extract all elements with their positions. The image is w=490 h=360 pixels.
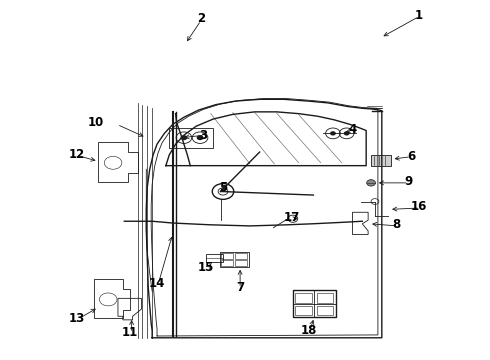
Text: 7: 7 (236, 281, 244, 294)
Bar (295, 306, 312, 315)
Text: 17: 17 (283, 211, 299, 224)
Text: 9: 9 (405, 175, 413, 188)
Bar (317, 306, 333, 315)
Bar (293, 290, 336, 317)
Circle shape (367, 180, 375, 186)
Bar (295, 293, 312, 303)
Bar (206, 254, 223, 262)
Text: 15: 15 (198, 261, 214, 274)
Text: 1: 1 (415, 9, 422, 22)
Text: 5: 5 (219, 181, 227, 194)
Bar (220, 252, 249, 267)
Text: 10: 10 (88, 116, 104, 129)
Text: 12: 12 (68, 148, 85, 161)
Bar (235, 253, 247, 259)
Bar (221, 253, 233, 259)
Text: 6: 6 (407, 150, 415, 163)
Bar (221, 260, 233, 266)
Circle shape (343, 131, 349, 135)
Text: 14: 14 (149, 278, 165, 291)
Bar (169, 128, 213, 148)
Bar (235, 260, 247, 266)
Circle shape (180, 135, 187, 140)
Text: 3: 3 (199, 129, 208, 142)
Text: 13: 13 (68, 311, 85, 325)
Circle shape (330, 131, 336, 135)
Text: 18: 18 (300, 324, 317, 337)
Text: 2: 2 (197, 12, 205, 25)
Bar (317, 293, 333, 303)
Text: 8: 8 (392, 218, 401, 231)
Text: 16: 16 (410, 201, 427, 213)
Text: 11: 11 (122, 326, 138, 339)
Circle shape (196, 135, 203, 140)
Bar (371, 155, 391, 166)
Text: 4: 4 (348, 123, 357, 136)
